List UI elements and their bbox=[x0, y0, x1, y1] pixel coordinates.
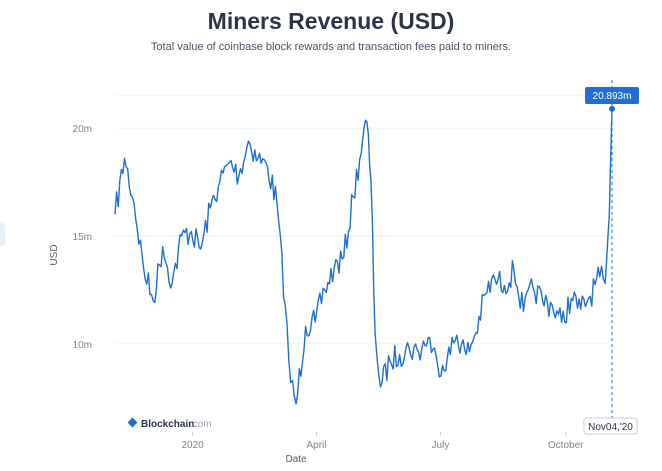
y-tick-label: 20m bbox=[73, 124, 92, 135]
blockchain-watermark: Blockchain .com bbox=[127, 417, 212, 430]
x-tick-label: 2020 bbox=[181, 440, 204, 451]
chart-subtitle: Total value of coinbase block rewards an… bbox=[150, 41, 512, 53]
x-tick-label: October bbox=[548, 440, 584, 451]
y-tick-label: 10m bbox=[73, 340, 92, 351]
x-axis: 2020 April July October bbox=[181, 432, 584, 451]
y-axis-label: USD bbox=[49, 244, 60, 265]
side-panel-tab[interactable] bbox=[0, 222, 5, 246]
value-tooltip: 20.893m bbox=[585, 87, 639, 104]
series-line bbox=[114, 108, 613, 405]
blockchain-logo-icon bbox=[127, 417, 138, 428]
value-tooltip-text: 20.893m bbox=[593, 91, 632, 102]
date-tooltip-text: Nov04,'20 bbox=[588, 422, 633, 433]
watermark-suffix: .com bbox=[190, 419, 212, 430]
date-tooltip: Nov04,'20 bbox=[583, 417, 638, 435]
highlight-point bbox=[609, 105, 615, 112]
x-axis-label: Date bbox=[285, 454, 307, 465]
y-axis: 10m 15m 20m bbox=[73, 124, 92, 351]
watermark-brand: Blockchain bbox=[141, 419, 194, 430]
chart-title: Miners Revenue (USD) bbox=[207, 8, 455, 34]
x-tick-label: April bbox=[307, 440, 327, 451]
y-tick-label: 15m bbox=[73, 232, 92, 243]
x-tick-label: July bbox=[432, 440, 450, 451]
